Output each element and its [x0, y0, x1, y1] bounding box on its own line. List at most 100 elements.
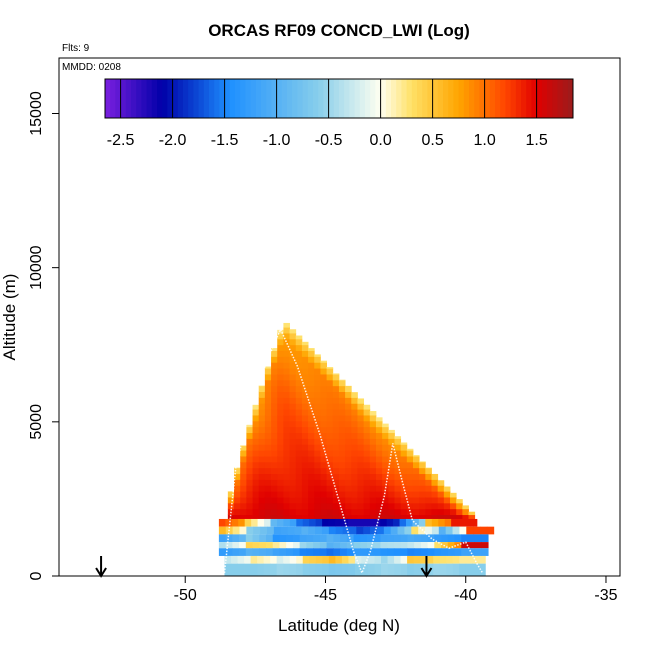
heatmap-cell	[271, 485, 278, 492]
heatmap-cell	[320, 514, 327, 521]
heatmap-cell	[367, 555, 375, 564]
heatmap-cell	[345, 491, 352, 498]
heatmap-cell	[314, 420, 321, 428]
heatmap-cell	[481, 548, 489, 556]
colorbar-segment	[240, 79, 246, 118]
heatmap-cell	[351, 426, 358, 434]
heatmap-cell	[413, 555, 421, 564]
heatmap-cell	[271, 450, 278, 457]
heatmap-cell	[295, 344, 303, 352]
heatmap-cell	[412, 456, 420, 463]
heatmap-cell	[412, 514, 420, 521]
heatmap-cell	[313, 542, 321, 549]
heatmap-cell	[425, 518, 433, 527]
colorbar-segment	[333, 79, 340, 118]
heatmap-cell	[240, 479, 247, 486]
heatmap-cell	[363, 491, 371, 498]
heatmap-cell	[437, 491, 445, 498]
heatmap-cell	[315, 526, 323, 535]
heatmap-cell	[382, 479, 389, 486]
heatmap-cell	[301, 368, 309, 375]
heatmap-cell	[328, 526, 337, 535]
heatmap-cell	[299, 548, 307, 556]
heatmap-cell	[381, 555, 388, 564]
heatmap-cell	[314, 450, 321, 457]
heatmap-cell	[338, 379, 346, 387]
heatmap-cell	[283, 563, 291, 576]
heatmap-cell	[338, 397, 346, 404]
heatmap-cell	[338, 461, 346, 469]
heatmap-cell	[251, 518, 258, 527]
heatmap-cell	[264, 391, 272, 398]
heatmap-cell	[277, 426, 284, 434]
colorbar-segment	[105, 79, 111, 118]
heatmap-cell	[461, 542, 469, 549]
heatmap-cell	[283, 432, 290, 439]
heatmap-cell	[314, 368, 321, 375]
heatmap-cell	[459, 563, 467, 576]
heatmap-cell	[301, 344, 309, 352]
heatmap-cell	[240, 485, 247, 492]
heatmap-cell	[363, 409, 371, 416]
heatmap-cell	[279, 534, 287, 543]
heatmap-cell	[270, 563, 278, 576]
colorbar-segment	[463, 79, 470, 118]
heatmap-cell	[388, 491, 395, 498]
heatmap-cell	[394, 467, 402, 475]
heatmap-cell	[244, 555, 251, 564]
heatmap-cell	[308, 432, 315, 439]
heatmap-cell	[381, 563, 388, 576]
heatmap-cell	[271, 473, 278, 480]
heatmap-cell	[437, 497, 445, 504]
heatmap-cell	[447, 534, 455, 543]
heatmap-cell	[351, 491, 358, 498]
heatmap-cell	[382, 508, 389, 516]
heatmap-cell	[277, 403, 284, 410]
heatmap-cell	[363, 485, 371, 492]
heatmap-cell	[394, 438, 402, 445]
heatmap-cell	[380, 548, 388, 556]
heatmap-cell	[301, 415, 309, 422]
colorbar-segment	[125, 79, 132, 118]
heatmap-cell	[277, 473, 284, 480]
heatmap-cell	[332, 426, 340, 434]
heatmap-cell	[387, 548, 395, 556]
colorbar-tick-label: -1.0	[263, 132, 291, 149]
heatmap-cell	[338, 403, 346, 410]
heatmap-cell	[332, 467, 340, 475]
heatmap-cell	[433, 563, 441, 576]
heatmap-cell	[441, 548, 449, 556]
heatmap-cell	[425, 467, 432, 469]
heatmap-cell	[388, 444, 395, 451]
heatmap-cell	[252, 473, 260, 480]
heatmap-cell	[252, 438, 260, 445]
heatmap-cell	[462, 508, 469, 516]
heatmap-cell	[319, 542, 327, 549]
heatmap-cell	[264, 409, 272, 416]
colorbar-segment	[287, 79, 293, 118]
heatmap-cell	[320, 391, 327, 398]
heatmap-cell	[340, 534, 348, 543]
heatmap-cell	[295, 467, 303, 475]
heatmap-cell	[264, 385, 272, 393]
heatmap-cell	[360, 534, 368, 543]
heatmap-cell	[277, 338, 284, 346]
colorbar-segment	[245, 79, 252, 118]
heatmap-cell	[283, 518, 291, 527]
heatmap-cell	[363, 497, 371, 504]
heatmap-cell	[234, 497, 241, 504]
heatmap-cell	[306, 542, 314, 549]
heatmap-cell	[308, 350, 315, 357]
heatmap-cell	[258, 497, 266, 504]
heatmap-cell	[369, 415, 377, 422]
heatmap-cell	[283, 450, 290, 457]
heatmap-cell	[351, 432, 358, 439]
heatmap-cell	[289, 385, 297, 393]
heatmap-cell	[427, 542, 435, 549]
heatmap-cell	[295, 397, 303, 404]
x-tick-label: -40	[454, 587, 477, 604]
heatmap-cell	[301, 341, 309, 346]
heatmap-cell	[283, 322, 290, 328]
heatmap-cell	[272, 542, 280, 549]
heatmap-cell	[406, 508, 414, 516]
